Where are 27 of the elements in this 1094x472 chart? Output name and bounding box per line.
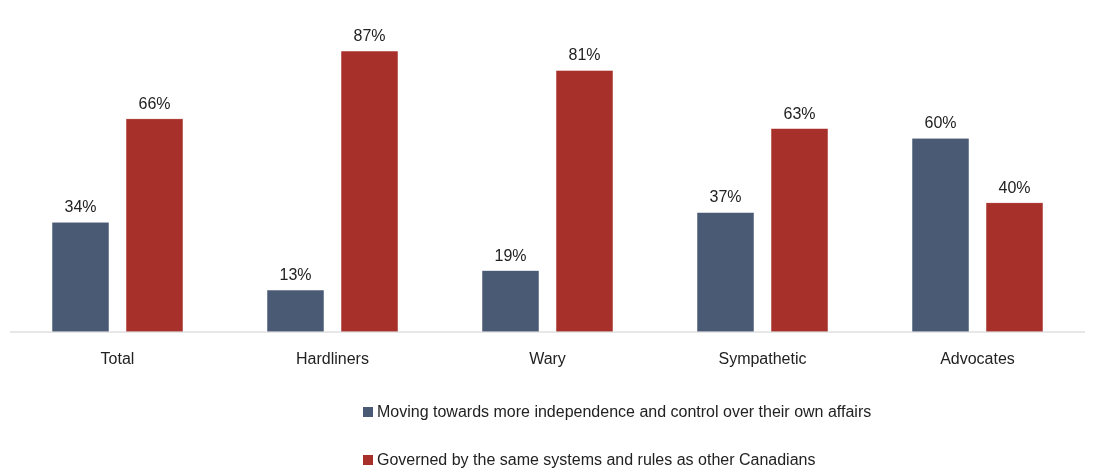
x-tick-label: Wary (529, 350, 566, 367)
legend-label: Moving towards more independence and control over their own affairs (377, 403, 872, 420)
bar (985, 202, 1044, 333)
data-label: 81% (568, 46, 601, 64)
bar (696, 212, 755, 333)
data-label: 13% (279, 266, 312, 284)
bar (911, 137, 970, 333)
bar (266, 289, 325, 333)
bar (555, 70, 614, 333)
data-label: 87% (353, 27, 386, 44)
bar (481, 270, 540, 333)
x-tick-label: Advocates (940, 350, 1015, 367)
data-label: 37% (709, 188, 742, 206)
data-label: 60% (924, 114, 957, 132)
x-tick-label: Total (100, 350, 135, 367)
data-label: 63% (783, 104, 816, 122)
bar (770, 128, 829, 333)
data-label: 40% (998, 178, 1031, 196)
bar (51, 221, 110, 333)
data-label: 19% (494, 246, 527, 264)
data-label: 66% (138, 94, 171, 112)
x-tick-label: Sympathetic (718, 350, 807, 367)
x-tick-label: Hardliners (296, 350, 369, 367)
bar (125, 118, 184, 333)
legend-label: Governed by the same systems and rules as other Canadians (377, 451, 816, 468)
bar (340, 50, 399, 333)
data-label: 34% (64, 198, 97, 216)
